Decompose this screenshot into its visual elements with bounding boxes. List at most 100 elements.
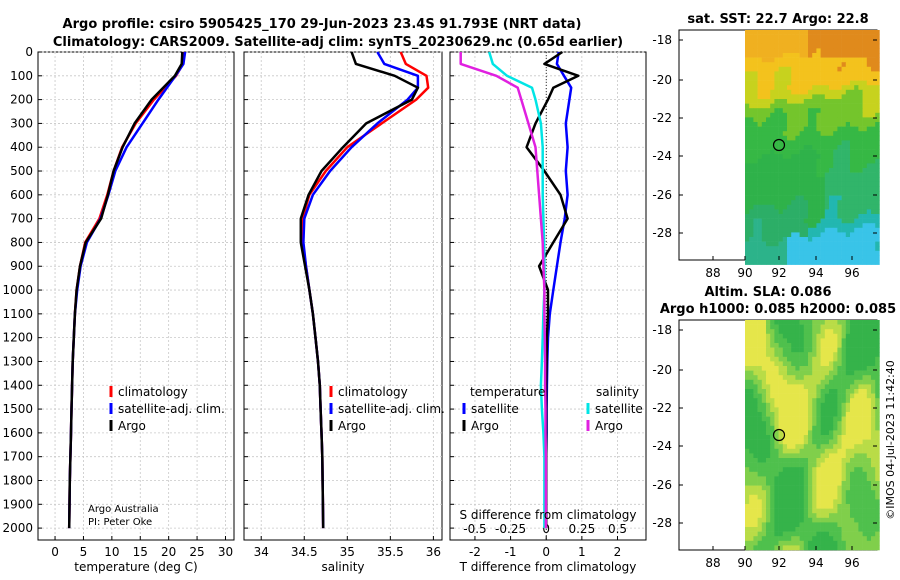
map-cell <box>854 181 859 187</box>
map-cell <box>871 347 876 353</box>
map-cell <box>871 223 876 229</box>
map-cell <box>854 522 859 528</box>
map-cell <box>875 34 880 40</box>
map-cell <box>875 536 880 542</box>
map-cell <box>837 260 842 265</box>
map-cell <box>833 168 838 173</box>
map-cell <box>761 48 767 54</box>
map-cell <box>845 168 851 173</box>
map-cell <box>745 462 750 468</box>
map-cell <box>753 85 758 91</box>
map-cell <box>749 71 754 77</box>
map-cell <box>850 540 855 546</box>
map-cell <box>808 481 813 486</box>
map-cell <box>841 181 847 187</box>
map-cell <box>766 384 771 390</box>
map-cell <box>816 361 821 367</box>
map-cell <box>820 39 826 45</box>
x-tick-label-top: 0 <box>542 522 550 536</box>
map-cell <box>875 163 880 169</box>
map-cell <box>837 416 842 422</box>
map-cell <box>812 379 817 385</box>
map-cell <box>757 57 763 63</box>
map-cell <box>778 513 784 519</box>
map-cell <box>833 517 838 523</box>
map-cell <box>820 195 826 201</box>
map-cell <box>808 467 813 473</box>
map-cell <box>774 421 779 427</box>
map-cell <box>845 66 851 72</box>
map-cell <box>875 361 880 367</box>
map-cell <box>837 145 842 150</box>
map-cell <box>820 135 826 141</box>
map-cell <box>757 241 763 247</box>
map-cell <box>850 490 855 496</box>
map-cell <box>795 214 800 219</box>
map-cell <box>812 177 817 183</box>
map-cell <box>757 384 763 390</box>
map-cell <box>841 384 847 390</box>
map-cell <box>753 398 758 404</box>
map-cell <box>845 99 851 104</box>
map-cell <box>824 204 830 210</box>
map-cell <box>791 131 796 137</box>
map-cell <box>862 135 868 141</box>
map-cell <box>875 462 880 468</box>
map-cell <box>812 172 817 178</box>
map-cell <box>829 517 834 523</box>
map-cell <box>854 232 859 238</box>
map-cell <box>812 522 817 528</box>
map-cell <box>845 416 851 422</box>
map-cell <box>799 34 805 40</box>
map-cell <box>803 204 809 210</box>
map-cell <box>833 522 838 528</box>
map-cell <box>791 177 796 183</box>
map-cell <box>803 186 809 192</box>
map-cell <box>820 527 826 532</box>
map-cell <box>791 260 796 265</box>
map-cell <box>749 135 754 141</box>
map-cell <box>803 490 809 496</box>
map-cell <box>816 30 821 35</box>
map-cell <box>799 527 805 532</box>
map-cell <box>766 108 771 114</box>
depth-tick-label: 1400 <box>2 378 33 392</box>
map-cell <box>862 398 868 404</box>
map-cell <box>745 494 750 500</box>
x-tick-label: 1 <box>578 545 586 559</box>
map-cell <box>845 89 851 95</box>
map-cell <box>875 43 880 49</box>
map-cell <box>770 99 775 104</box>
map-cell <box>808 186 813 192</box>
map-cell <box>749 103 754 109</box>
map-cell <box>761 430 767 436</box>
map-cell <box>824 89 830 95</box>
map-cell <box>787 347 792 353</box>
map-cell <box>749 53 754 58</box>
map-cell <box>761 499 767 505</box>
map-cell <box>858 338 863 344</box>
map-cell <box>782 527 788 532</box>
map-cell <box>761 158 767 164</box>
map-cell <box>833 370 838 376</box>
map-cell <box>757 402 763 408</box>
credit-line2: PI: Peter Oke <box>88 517 152 528</box>
map-cell <box>841 485 847 491</box>
map-cell <box>841 145 847 150</box>
map-cell <box>820 214 826 219</box>
map-cell <box>812 250 817 256</box>
map-cell <box>875 218 880 224</box>
map-cell <box>841 513 847 519</box>
map-cell <box>799 122 805 127</box>
map-cell <box>875 241 880 247</box>
map-cell <box>795 241 800 247</box>
map-cell <box>770 122 775 127</box>
map-cell <box>770 66 775 72</box>
map-cell <box>824 177 830 183</box>
map-cell <box>812 536 817 542</box>
map-cell <box>816 527 821 532</box>
map-cell <box>845 485 851 491</box>
map-cell <box>808 545 813 551</box>
map-cell <box>829 214 834 219</box>
map-cell <box>787 204 792 210</box>
